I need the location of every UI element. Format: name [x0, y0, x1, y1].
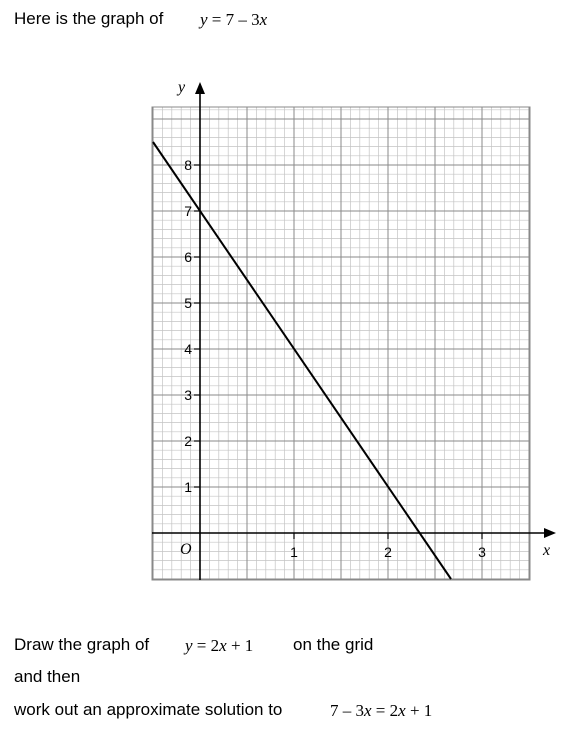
question-text-3: work out an approximate solution to: [14, 700, 283, 719]
y-tick-label: 2: [184, 433, 192, 449]
x-axis-arrow-icon: [544, 528, 556, 538]
question-equation-3: 7 – 3x = 2x + 1: [330, 701, 433, 720]
intro-text: Here is the graph of: [14, 9, 164, 28]
y-tick-label: 1: [184, 479, 192, 495]
y-tick-label: 6: [184, 249, 192, 265]
y-axis-arrow-icon: [195, 82, 205, 94]
grid-major-lines: [152, 107, 530, 580]
grid-border: [151, 106, 531, 581]
y-tick-label: 5: [184, 295, 192, 311]
y-axis-label: y: [176, 79, 186, 96]
question-line-1: Draw the graph of y = 2x + 1 on the grid: [14, 635, 373, 655]
x-tick-label: 1: [290, 544, 298, 560]
series-line: [152, 141, 452, 580]
coordinate-grid: 1 2 3 4 5 6 7 8 1 2 3 x y O: [151, 79, 556, 581]
y-tick-label: 7: [184, 203, 192, 219]
question-equation-1: y = 2x + 1: [185, 636, 254, 655]
x-tick-label: 2: [384, 544, 392, 560]
y-tick-label: 3: [184, 387, 192, 403]
intro-line: Here is the graph of y = 7 – 3x: [14, 9, 267, 29]
question-line-3: work out an approximate solution to 7 – …: [14, 700, 432, 720]
intro-equation: y = 7 – 3x: [200, 10, 268, 29]
series-lines: [152, 141, 452, 580]
question-line-2: and then: [14, 667, 81, 686]
y-tick-label: 4: [184, 341, 192, 357]
question-text-1: Draw the graph of: [14, 635, 150, 654]
question-tail-1: on the grid: [293, 635, 374, 654]
y-tick-label: 8: [184, 157, 192, 173]
x-tick-label: 3: [478, 544, 486, 560]
x-axis-label: x: [542, 542, 550, 559]
axis-ticks: 1 2 3 4 5 6 7 8 1 2 3: [184, 157, 486, 560]
origin-label: O: [180, 541, 192, 558]
